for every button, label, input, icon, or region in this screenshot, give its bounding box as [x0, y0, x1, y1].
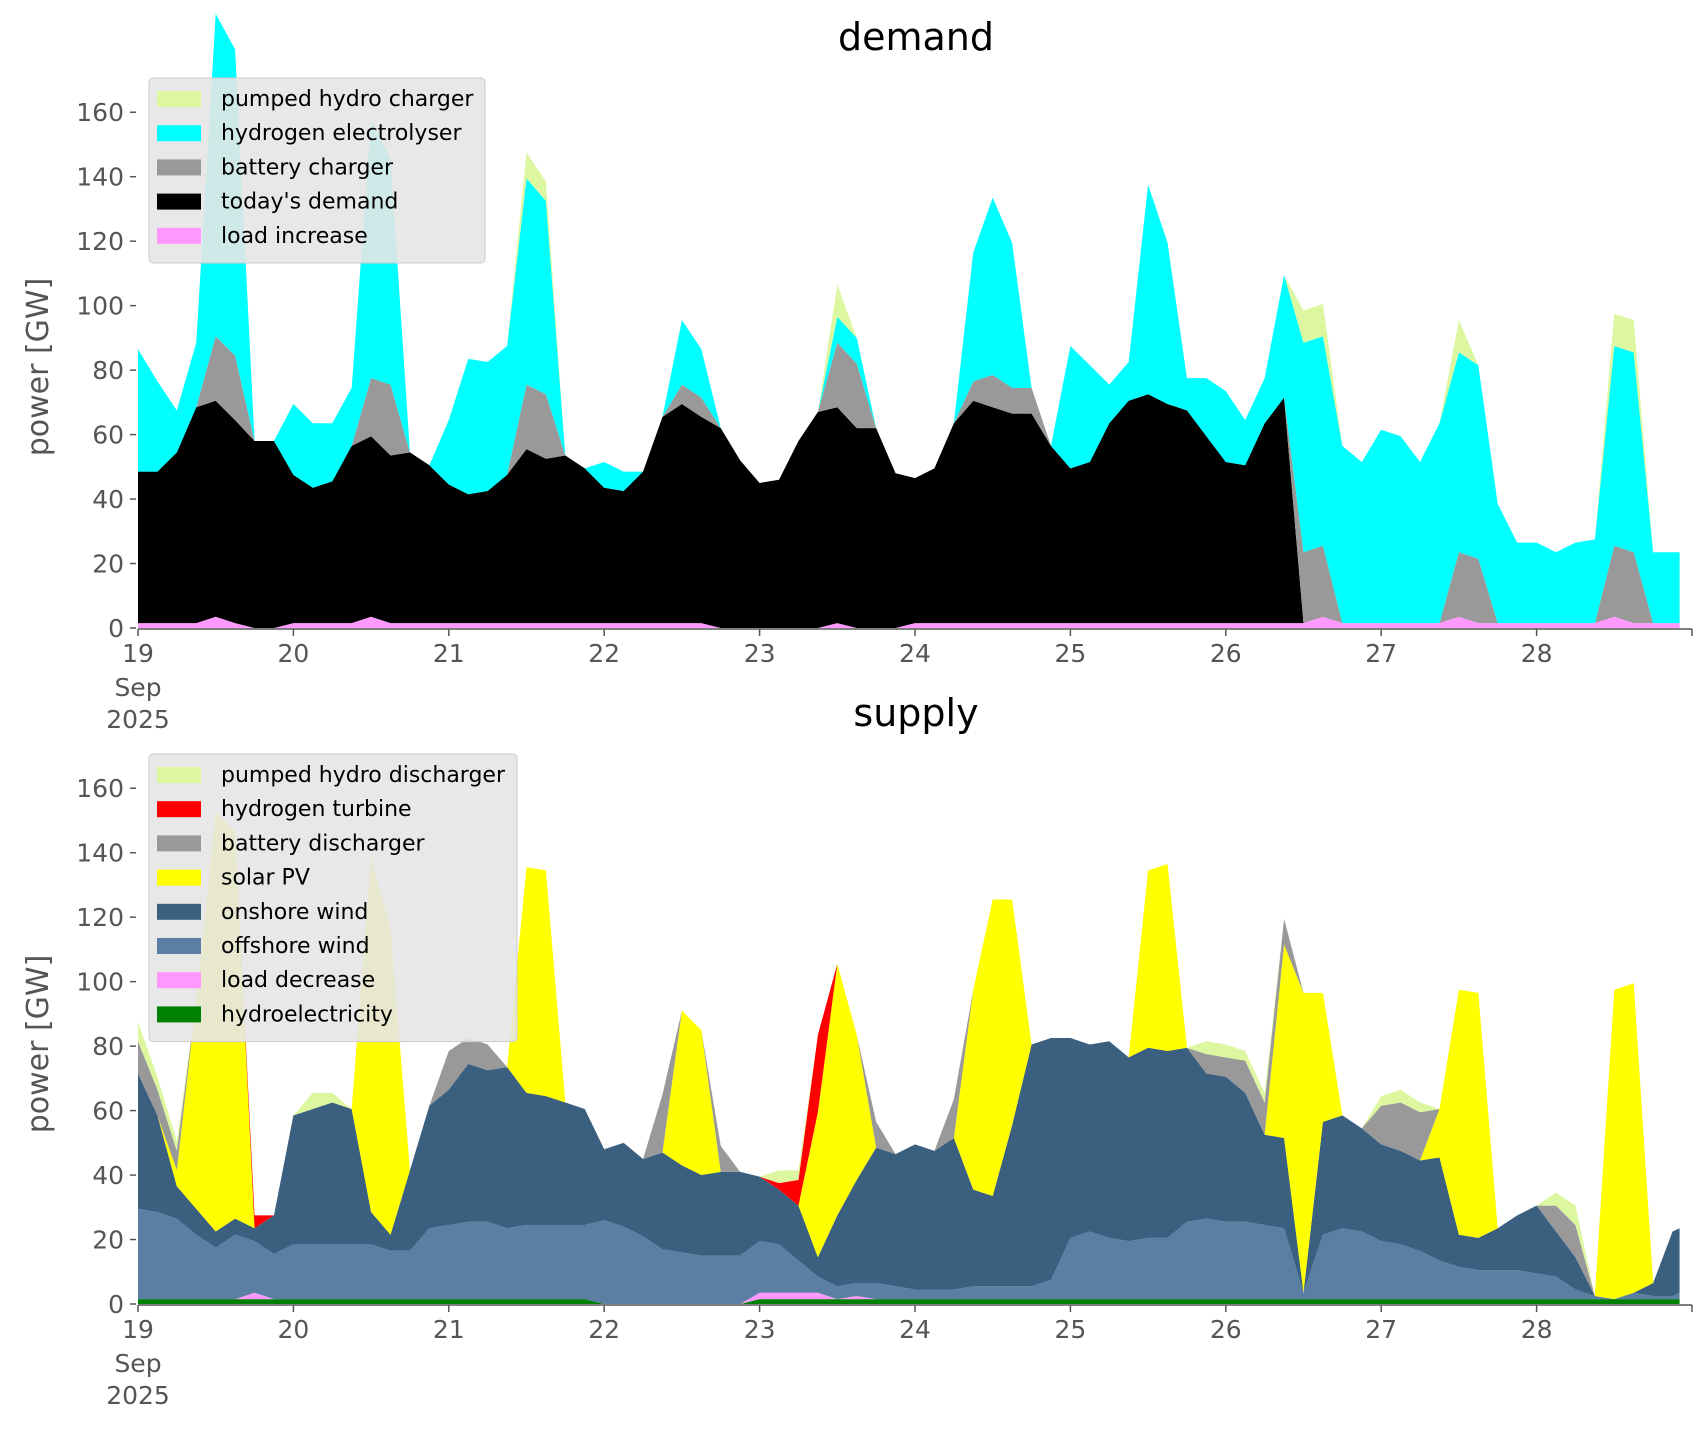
- x-tick-label: 24: [899, 639, 931, 668]
- demand-legend: pumped hydro charger hydrogen electrolyse…: [148, 77, 486, 264]
- x-tick-label: 23: [744, 639, 776, 668]
- x-tick-label: 20: [277, 639, 309, 668]
- demand-panel: demand power [GW] 0 20 40 60 80 100 120 140 160 1…: [21, 13, 1693, 734]
- y-tick-label: 80: [92, 1032, 124, 1061]
- x-tick-label: 21: [433, 639, 465, 668]
- legend-label-offshore-wind: offshore wind: [221, 934, 370, 959]
- legend-label-battery-discharger: battery discharger: [221, 831, 426, 856]
- area-offshore-wind: [138, 1208, 1680, 1304]
- legend-swatch-today-s-demand: [157, 193, 201, 210]
- x-tick-label: 23: [744, 1315, 776, 1344]
- area-load-increase: [138, 616, 1680, 628]
- x-tick-label: 19: [122, 1315, 154, 1344]
- legend-label-today-s-demand: today's demand: [221, 190, 398, 215]
- y-tick-label: 160: [76, 98, 124, 127]
- legend-label-hydrogen-turbine: hydrogen turbine: [221, 797, 412, 822]
- x-tick-label: 20: [277, 1315, 309, 1344]
- legend-label-pumped-hydro-charger: pumped hydro charger: [221, 87, 474, 112]
- legend-label-hydrogen-electrolyser: hydrogen electrolyser: [221, 121, 462, 146]
- x-tick-label: 21: [433, 1315, 465, 1344]
- y-tick-label: 120: [76, 903, 124, 932]
- legend-swatch-battery-charger: [157, 159, 201, 176]
- legend-swatch-hydrogen-turbine: [157, 801, 201, 818]
- x-tick-sublabel: Sep: [114, 673, 161, 702]
- demand-areas: [138, 13, 1680, 628]
- y-tick-label: 100: [76, 292, 124, 321]
- y-tick-label: 20: [92, 550, 124, 579]
- area-hydroelectricity: [138, 1299, 1680, 1304]
- y-tick-label: 0: [108, 1290, 124, 1319]
- chart-title-supply: supply: [853, 691, 978, 735]
- legend-box: [148, 77, 486, 264]
- legend-swatch-offshore-wind: [157, 938, 201, 954]
- x-tick-label: 24: [899, 1315, 931, 1344]
- y-tick-label: 140: [76, 163, 124, 192]
- x-tick-label: 19: [122, 639, 154, 668]
- legend-swatch-battery-discharger: [157, 835, 201, 852]
- legend-label-load-increase: load increase: [221, 224, 368, 249]
- x-tick-label: 27: [1365, 639, 1397, 668]
- area-hydrogen-electrolyser: [138, 13, 1680, 624]
- supply-areas: [138, 812, 1680, 1304]
- x-tick-sublabel: 2025: [106, 1381, 170, 1410]
- x-tick-label: 26: [1210, 639, 1242, 668]
- supply-panel: supply power [GW] 0 20 40 60 80 100 120 140 160 1…: [21, 691, 1693, 1410]
- legend-swatch-hydrogen-electrolyser: [157, 125, 201, 142]
- y-tick-label: 80: [92, 356, 124, 385]
- x-tick-label: 26: [1210, 1315, 1242, 1344]
- y-tick-label: 140: [76, 839, 124, 868]
- y-tick-label: 40: [92, 485, 124, 514]
- supply-axes: 0 20 40 60 80 100 120 140 160 19 20 21 22 23 24 25 26 27 2…: [76, 774, 1693, 1410]
- y-tick-label: 0: [108, 614, 124, 643]
- area-battery-charger: [138, 336, 1680, 624]
- supply-legend: pumped hydro discharger hydrogen turbine b…: [148, 753, 518, 1043]
- legend-label-onshore-wind: onshore wind: [221, 900, 368, 925]
- x-tick-label: 25: [1054, 1315, 1086, 1344]
- x-tick-sublabel: Sep: [114, 1349, 161, 1378]
- x-tick-sublabel: 2025: [106, 705, 170, 734]
- legend-swatch-solar-pv: [157, 869, 201, 886]
- legend-label-battery-charger: battery charger: [221, 155, 394, 180]
- legend-label-solar-pv: solar PV: [221, 866, 310, 891]
- x-tick-label: 22: [588, 1315, 620, 1344]
- y-tick-label: 20: [92, 1226, 124, 1255]
- area-onshore-wind: [138, 1038, 1680, 1300]
- legend-box: [148, 753, 518, 1043]
- legend-swatch-load-decrease: [157, 972, 201, 989]
- y-tick-label: 120: [76, 227, 124, 256]
- x-tick-label: 25: [1054, 639, 1086, 668]
- legend-label-pumped-hydro-discharger: pumped hydro discharger: [221, 763, 506, 788]
- legend-swatch-pumped-hydro-discharger: [157, 767, 201, 783]
- legend-label-hydroelectricity: hydroelectricity: [221, 1002, 393, 1027]
- legend-label-load-decrease: load decrease: [221, 968, 375, 993]
- y-axis-label-supply: power [GW]: [21, 955, 56, 1134]
- chart-title-demand: demand: [838, 15, 994, 59]
- y-tick-label: 40: [92, 1161, 124, 1190]
- legend-swatch-onshore-wind: [157, 903, 201, 920]
- y-axis-label-demand: power [GW]: [21, 278, 56, 457]
- x-tick-label: 28: [1521, 1315, 1553, 1344]
- y-tick-label: 60: [92, 1097, 124, 1126]
- y-tick-label: 100: [76, 968, 124, 997]
- y-tick-label: 160: [76, 774, 124, 803]
- demand-axes: 0 20 40 60 80 100 120 140 160 19 20 21 22 23 24 25 26 27 2…: [76, 98, 1693, 734]
- legend-swatch-load-increase: [157, 227, 201, 244]
- legend-swatch-hydroelectricity: [157, 1006, 201, 1023]
- area-today-s-demand: [138, 394, 1680, 628]
- x-tick-label: 28: [1521, 639, 1553, 668]
- area-solar-pv: [138, 812, 1680, 1300]
- legend-swatch-pumped-hydro-charger: [157, 91, 201, 107]
- x-tick-label: 22: [588, 639, 620, 668]
- y-tick-label: 60: [92, 421, 124, 450]
- x-tick-label: 27: [1365, 1315, 1397, 1344]
